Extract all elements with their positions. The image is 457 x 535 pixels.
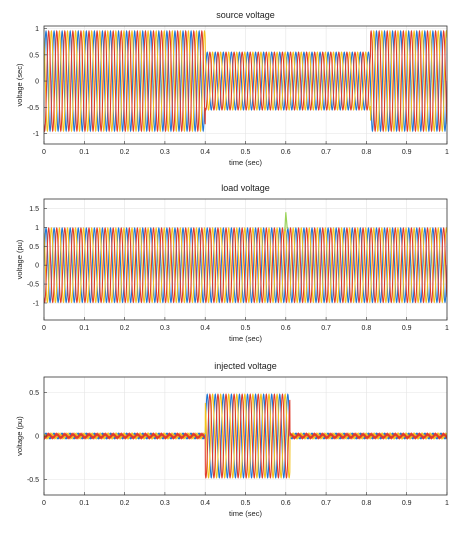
x-tick-label: 0.6 <box>281 325 291 332</box>
x-tick-label: 0.2 <box>120 325 130 332</box>
panel-injected-voltage: 0 0.1 0.2 0.3 0.4 0.5 0.6 0.7 0.8 0.9 1 0.5 0 -0.5 inj… <box>15 361 449 518</box>
y-tick-label: 0 <box>35 79 39 86</box>
y-axis-label: voltage (sec) <box>15 63 24 106</box>
series-line-phase-3 <box>44 29 447 133</box>
x-tick-label: 0.9 <box>402 149 412 156</box>
x-tick-label: 0.1 <box>79 500 89 507</box>
x-tick-label: 0.2 <box>120 149 130 156</box>
x-tick-label: 1 <box>445 500 449 507</box>
y-tick-label: -0.5 <box>27 282 39 289</box>
x-tick-label: 0.3 <box>160 325 170 332</box>
x-axis-label: time (sec) <box>229 158 262 167</box>
x-tick-label: 0.3 <box>160 149 170 156</box>
x-tick-label: 0.3 <box>160 500 170 507</box>
series-line-phase-1 <box>44 29 447 133</box>
y-axis-label: voltage (pu) <box>15 239 24 279</box>
x-tick-label: 0.7 <box>321 500 331 507</box>
x-tick-label: 0.8 <box>362 325 372 332</box>
x-tick-label: 0.9 <box>402 500 412 507</box>
x-tick-label: 0 <box>42 500 46 507</box>
x-tick-label: 0.5 <box>241 325 251 332</box>
series-line-phase-1 <box>44 227 447 304</box>
y-tick-label: 1 <box>35 225 39 232</box>
y-axis-label: voltage (pu) <box>15 416 24 456</box>
x-tick-label: 0.8 <box>362 500 372 507</box>
y-tick-label: -1 <box>33 300 39 307</box>
series-line-phase-2 <box>44 227 447 304</box>
panel-source-voltage: 0 0.1 0.2 0.3 0.4 0.5 0.6 0.7 0.8 0.9 1 1 0.5 0 -0.5 -1… <box>15 10 449 167</box>
y-tick-label: 1.5 <box>29 206 39 213</box>
x-tick-label: 0.9 <box>402 325 412 332</box>
series-line-phase-2 <box>44 393 447 479</box>
x-tick-label: 0.8 <box>362 149 372 156</box>
chart-title: injected voltage <box>214 361 277 371</box>
y-tick-label: -1 <box>33 131 39 138</box>
chart-title: source voltage <box>216 10 275 20</box>
x-tick-label: 0.4 <box>200 149 210 156</box>
y-tick-label: 0 <box>35 434 39 441</box>
x-tick-label: 0.6 <box>281 149 291 156</box>
chart-title: load voltage <box>221 183 270 193</box>
x-tick-label: 0.7 <box>321 149 331 156</box>
y-tick-label: -0.5 <box>27 477 39 484</box>
x-tick-label: 1 <box>445 325 449 332</box>
x-tick-label: 0.5 <box>241 149 251 156</box>
series-line-phase-2 <box>44 29 447 133</box>
series-line-phase-3 <box>44 227 447 304</box>
x-tick-label: 0.4 <box>200 325 210 332</box>
y-tick-label: 0.5 <box>29 390 39 397</box>
y-tick-label: 0.5 <box>29 244 39 251</box>
y-tick-label: -0.5 <box>27 105 39 112</box>
x-tick-label: 0.2 <box>120 500 130 507</box>
y-tick-label: 1 <box>35 26 39 33</box>
panel-load-voltage: 0 0.1 0.2 0.3 0.4 0.5 0.6 0.7 0.8 0.9 1 1.5 1 0.5 0 -0.… <box>15 183 449 343</box>
x-tick-label: 0 <box>42 149 46 156</box>
x-tick-label: 0.1 <box>79 325 89 332</box>
x-tick-label: 0 <box>42 325 46 332</box>
x-tick-label: 1 <box>445 149 449 156</box>
transient-spike <box>284 212 288 232</box>
y-tick-label: 0.5 <box>29 52 39 59</box>
x-axis-label: time (sec) <box>229 509 262 518</box>
x-tick-label: 0.4 <box>200 500 210 507</box>
x-axis-label: time (sec) <box>229 334 262 343</box>
x-tick-label: 0.6 <box>281 500 291 507</box>
x-tick-label: 0.1 <box>79 149 89 156</box>
series-line-phase-1 <box>44 393 447 479</box>
y-tick-label: 0 <box>35 263 39 270</box>
x-tick-label: 0.5 <box>241 500 251 507</box>
x-tick-label: 0.7 <box>321 325 331 332</box>
